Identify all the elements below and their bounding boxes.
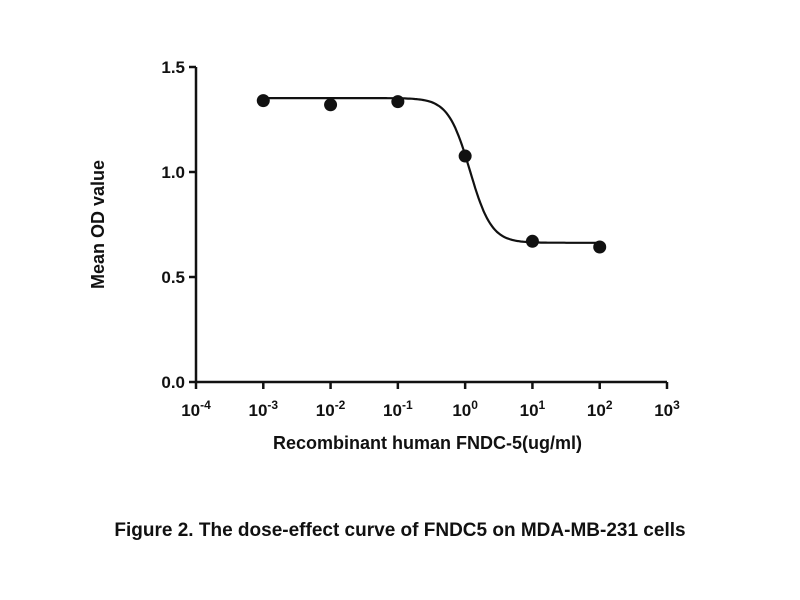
data-point xyxy=(324,98,338,112)
y-axis-title: Mean OD value xyxy=(88,160,108,289)
x-tick-label: 10-1 xyxy=(383,398,413,420)
x-tick-label: 10-2 xyxy=(316,398,346,420)
y-tick-label: 0.5 xyxy=(161,268,185,287)
data-point xyxy=(391,95,405,109)
x-tick-label: 10-3 xyxy=(248,398,278,420)
x-axis-title: Recombinant human FNDC-5(ug/ml) xyxy=(273,433,582,453)
x-tick-label: 103 xyxy=(654,398,680,420)
data-point xyxy=(525,234,539,248)
x-tick-label: 102 xyxy=(587,398,613,420)
x-tick-label: 10-4 xyxy=(181,398,211,420)
data-point xyxy=(458,149,472,163)
x-tick-label: 100 xyxy=(452,398,478,420)
x-tick-label: 101 xyxy=(520,398,546,420)
data-point xyxy=(256,94,270,108)
y-tick-label: 0.0 xyxy=(161,373,185,392)
data-point xyxy=(593,240,607,254)
fit-curve xyxy=(263,97,600,244)
y-tick-label: 1.5 xyxy=(161,58,185,77)
y-tick-label: 1.0 xyxy=(161,163,185,182)
figure-caption: Figure 2. The dose-effect curve of FNDC5… xyxy=(114,520,686,541)
